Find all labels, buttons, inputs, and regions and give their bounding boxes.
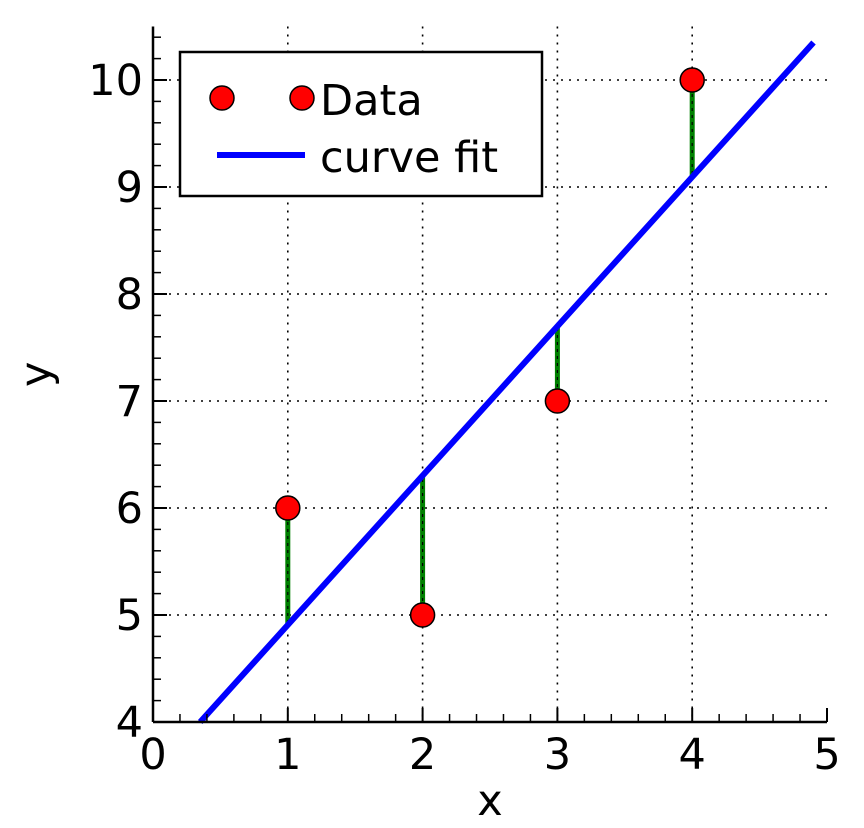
x-tick-label: 4 [679, 730, 706, 780]
y-tick-label: 4 [116, 698, 143, 748]
x-tick-label: 1 [274, 730, 301, 780]
residual-lines [285, 80, 695, 626]
curve-fit-line [197, 40, 816, 725]
y-tick-label: 6 [116, 484, 143, 534]
data-point [275, 495, 301, 521]
x-tick-label: 2 [409, 730, 436, 780]
data-point [544, 388, 571, 414]
legend-data-marker [209, 85, 235, 111]
x-tick-label: 0 [139, 730, 166, 780]
x-tick-label: 5 [813, 730, 840, 780]
axes [151, 26, 828, 724]
data-point [679, 67, 705, 93]
curve-fit-series [197, 40, 816, 725]
legend-box [178, 50, 544, 198]
y-tick-label: 10 [88, 56, 143, 106]
data-series [275, 67, 705, 628]
y-tick-label: 8 [116, 270, 143, 320]
data-point [409, 602, 436, 628]
legend-label-data: Data [320, 76, 423, 126]
y-tick-label: 5 [116, 591, 143, 641]
y-tick-label: 7 [116, 377, 143, 427]
x-axis-label: x [477, 776, 502, 826]
tick-labels: 0 1 2 3 4 5 4 5 6 7 8 9 10 [88, 56, 840, 780]
x-tick-label: 3 [544, 730, 571, 780]
legend-data-marker [289, 85, 315, 111]
legend-label-curve-fit: curve fit [320, 133, 498, 183]
legend: Data curve fit [178, 50, 544, 198]
y-tick-label: 9 [116, 163, 143, 213]
y-axis-label: y [11, 362, 61, 387]
